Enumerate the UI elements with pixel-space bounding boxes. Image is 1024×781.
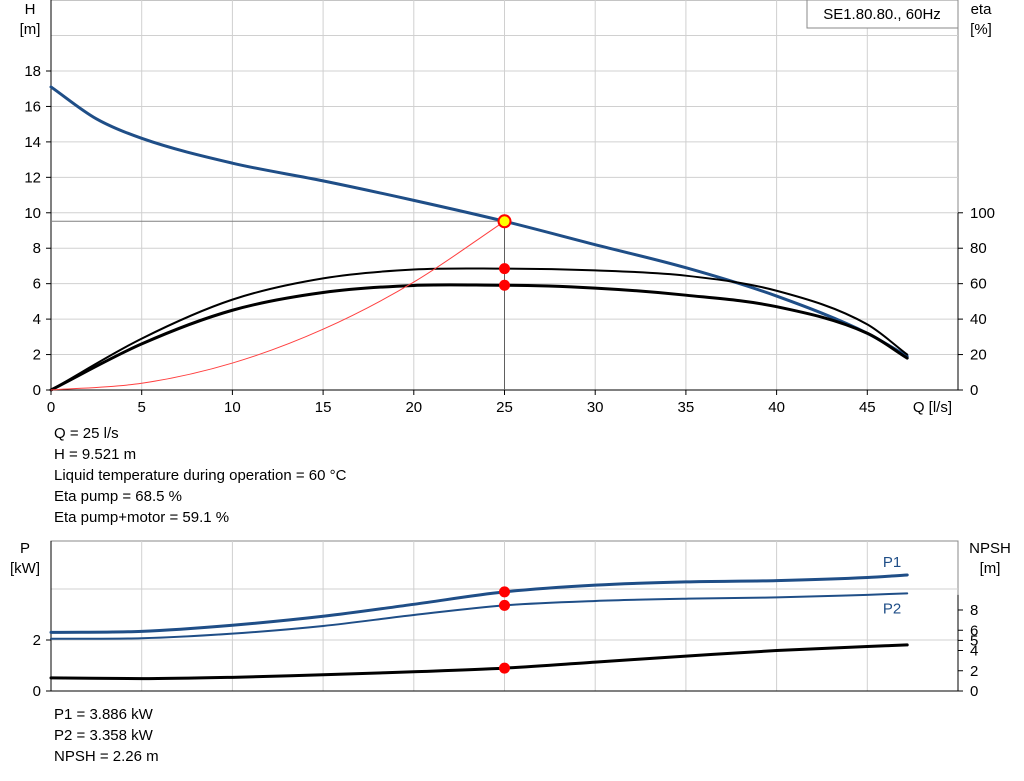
x-tick-label: 40	[768, 399, 785, 416]
y-left-tick-label: 8	[33, 240, 41, 257]
info-p2: P2 = 3.358 kW	[54, 727, 153, 744]
x-tick-label: 45	[859, 399, 876, 416]
duty-point-npsh-marker	[499, 662, 510, 674]
series-label-p1: P1	[883, 554, 901, 571]
y-left-axis-unit: [kW]	[10, 560, 40, 577]
y-right-axis-title: NPSH	[969, 540, 1011, 557]
x-tick-label: 5	[138, 399, 146, 416]
y-right-tick-label: 2	[970, 663, 978, 680]
pump-model-box	[806, 0, 959, 29]
y-left-tick-label: 16	[24, 98, 41, 115]
x-tick-label: 20	[405, 399, 422, 416]
x-tick-label: 0	[47, 399, 55, 416]
x-tick-label: 10	[224, 399, 241, 416]
y-left-axis-title: H	[25, 1, 36, 18]
duty-point-eta-pump-marker	[499, 263, 510, 275]
pump-model-label: SE1.80.80., 60Hz	[823, 6, 941, 23]
power-info: P1 = 3.886 kW P2 = 3.358 kW NPSH = 2.26 …	[54, 704, 159, 767]
y-right-tick-label: 4	[970, 643, 978, 660]
info-p1: P1 = 3.886 kW	[54, 706, 153, 723]
y-left-tick-label: 12	[24, 169, 41, 186]
duty-point-info: Q = 25 l/s H = 9.521 m Liquid temperatur…	[54, 423, 346, 528]
y-right-tick-label: 0	[970, 382, 978, 399]
y-left-tick-label: 10	[24, 205, 41, 222]
y-left-axis-unit: [m]	[20, 21, 41, 38]
curve-H	[49, 85, 909, 358]
y-right-tick-label: 8	[970, 602, 978, 619]
y-left-tick-label: 18	[24, 63, 41, 80]
x-axis-label: Q [l/s]	[913, 399, 952, 416]
duty-point-head-marker	[497, 214, 512, 229]
y-right-tick-label: 60	[970, 276, 987, 293]
y-right-tick-label: 20	[970, 347, 987, 364]
duty-point-p1-marker	[499, 586, 510, 598]
curve-system_curve	[50, 220, 505, 391]
y-right-axis-title: eta	[971, 1, 993, 18]
info-npsh: NPSH = 2.26 m	[54, 748, 159, 765]
y-left-tick-label: 0	[33, 382, 41, 399]
duty-point-eta-pump-motor-marker	[499, 279, 510, 291]
y-left-tick-label: 4	[33, 311, 41, 328]
power-npsh-chart: 0 2 0 2 456 8 P [kW] NPSH [m] P1 P2	[10, 540, 1011, 700]
x-tick-label: 15	[315, 399, 332, 416]
info-eta-pump: Eta pump = 68.5 %	[54, 488, 182, 505]
y-left-tick-label: 2	[33, 347, 41, 364]
x-tick-label: 35	[678, 399, 695, 416]
info-liquid-temperature: Liquid temperature during operation = 60…	[54, 467, 347, 484]
y-right-axis-unit: [%]	[970, 21, 992, 38]
y-left-axis-title: P	[20, 540, 30, 557]
y-right-tick-label: 0	[970, 683, 978, 700]
y-left-tick-label: 6	[33, 276, 41, 293]
y-right-tick-label: 100	[970, 205, 995, 222]
y-right-axis-unit: [m]	[980, 560, 1001, 577]
y-right-tick-label: 5	[970, 632, 978, 649]
y-right-tick-label: 80	[970, 240, 987, 257]
x-tick-label: 25	[496, 399, 513, 416]
duty-point-p2-marker	[499, 599, 510, 611]
info-flow: Q = 25 l/s	[54, 425, 119, 442]
info-head: H = 9.521 m	[54, 446, 137, 463]
x-tick-label: 30	[587, 399, 604, 416]
info-eta-pump-motor: Eta pump+motor = 59.1 %	[54, 509, 230, 526]
series-label-p2: P2	[883, 600, 901, 617]
y-left-tick-label: 2	[33, 632, 41, 649]
y-right-tick-label: 40	[970, 311, 987, 328]
head-efficiency-chart: 0 2 4 6 8 10 12 14 16 18 0 20 40 60 80 100 0 5 10 15 20 25 30 3…	[20, 0, 995, 416]
y-right-tick-label: 6	[970, 622, 978, 639]
y-left-tick-label: 0	[33, 683, 41, 700]
y-left-tick-label: 14	[24, 134, 41, 151]
